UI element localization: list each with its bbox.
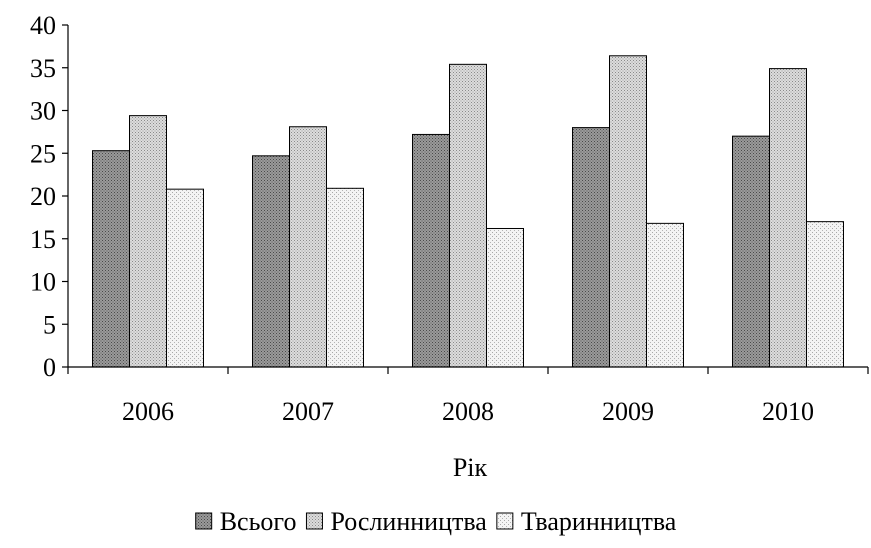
y-tick-label: 20 [30,182,56,211]
bar-Тваринництва-2010 [806,221,844,368]
y-tick-label: 5 [43,310,56,339]
legend-label: Рослинництва [330,507,487,536]
bar-Рослинництва-2008 [449,63,487,368]
y-tick-label: 15 [30,225,56,254]
bar-Всього-2009 [572,127,610,368]
x-tick-label: 2010 [762,397,814,426]
bar-Всього-2007 [252,155,290,368]
bar-Рослинництва-2007 [289,126,327,368]
y-tick-label: 0 [43,353,56,382]
legend-swatch [305,512,323,530]
x-tick-label: 2009 [602,397,654,426]
legend: Всього Рослинництва Тваринництва [195,507,677,536]
bar-Всього-2006 [92,150,130,368]
bar-Рослинництва-2009 [609,55,647,368]
y-tick-label: 30 [30,97,56,126]
y-tick-label: 25 [30,139,56,168]
x-tick-label: 2007 [282,397,334,426]
bar-Рослинництва-2006 [129,115,167,368]
y-tick-label: 40 [30,11,56,40]
bar-Тваринництва-2006 [166,188,204,368]
bar-Тваринництва-2009 [646,222,684,368]
bar-Тваринництва-2007 [326,187,364,368]
legend-label: Тваринництва [521,507,677,536]
axes [62,24,869,374]
labels: 0 5 10 15 20 25 30 35 40 2006 2007 2008 2009 2010 Рік [30,11,814,482]
bar-Всього-2008 [412,133,450,368]
legend-swatch [195,512,213,530]
bars [92,55,844,368]
legend-swatch [496,512,514,530]
x-tick-label: 2006 [122,397,174,426]
bar-Тваринництва-2008 [486,227,524,368]
y-tick-label: 10 [30,268,56,297]
bar-Всього-2010 [732,135,770,368]
y-tick-label: 35 [30,54,56,83]
legend-label: Всього [220,507,297,536]
x-tick-label: 2008 [442,397,494,426]
x-axis-title: Рік [453,453,488,482]
bar-Рослинництва-2010 [769,68,807,368]
